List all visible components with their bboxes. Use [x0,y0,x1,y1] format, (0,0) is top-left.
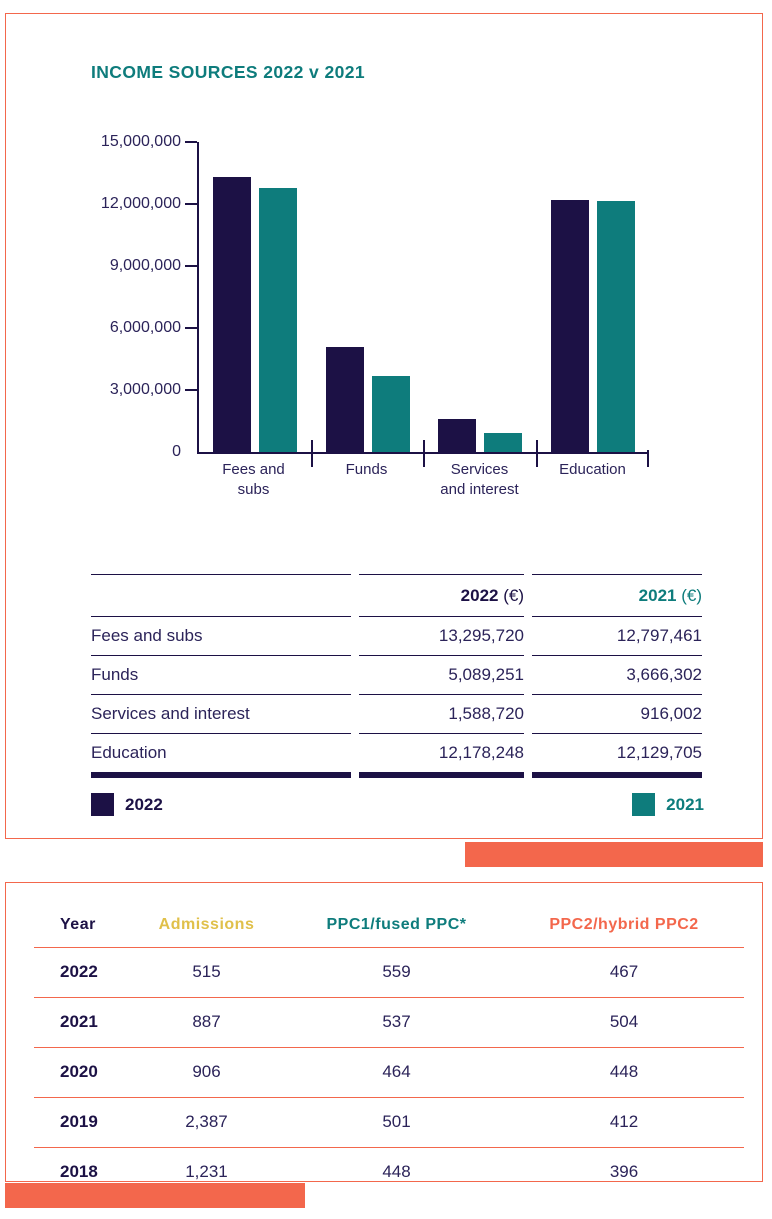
admissions-count: 887 [124,997,289,1048]
admissions-row-2020: 2020 906 464 448 [34,1047,744,1098]
y-axis-tick-mark [185,389,197,391]
y-tick-label-15-000-000: 15,000,000 [100,133,181,150]
ppc1-count: 537 [289,997,504,1048]
legend-swatch-2022 [91,793,114,816]
ppc1-count: 559 [289,947,504,998]
bar-2021-education [596,201,635,452]
income-sources-panel: INCOME SOURCES 2022 v 2021 15,000,000 12,… [5,13,763,839]
ppc1-count: 448 [382,1162,411,1181]
admissions-panel: Year Admissions PPC1/fused PPC* PPC2/hybrid… [5,882,763,1182]
x-axis-labels: Fees and subs Funds Services and interest E… [197,460,649,499]
bar-2022-fees-and-subs [213,177,252,452]
bar-group-fees-and-subs [199,142,312,452]
ppc1-count: 464 [289,1047,504,1098]
legend-label-2021: 2021 [666,794,704,814]
admissions-header-year: Year [34,883,124,948]
income-row-label: Services and interest [91,695,351,734]
income-value-2021: 916,002 [532,695,702,734]
admissions-year: 2018 [60,1162,98,1181]
admissions-table-header-row: Year Admissions PPC1/fused PPC* PPC2/hybrid… [34,883,744,948]
chart-title: INCOME SOURCES 2022 v 2021 [91,62,365,82]
ppc2-count: 467 [504,947,744,998]
income-value-2021: 3,666,302 [532,656,702,695]
ppc2-count: 504 [504,997,744,1048]
legend-item-2021: 2021 [632,793,704,816]
bar-2022-education [550,200,589,452]
admissions-row-2018: 2018 1,231 448 396 [34,1147,744,1197]
income-table-header-2022: 2022 (€) [359,574,524,617]
category-separator [535,440,538,467]
admissions-year: 2020 [34,1047,124,1098]
income-row-fees-and-subs: Fees and subs 13,295,720 12,797,461 [91,617,702,656]
income-row-label: Funds [91,656,351,695]
y-axis-tick-mark [185,141,197,143]
category-separator [310,440,313,467]
admissions-header-ppc2-hybrid-ppc2: PPC2/hybrid PPC2 [504,883,744,948]
income-row-label: Education [91,734,351,778]
category-separator [423,440,425,467]
bar-2022-services-and-interest [438,419,477,452]
income-row-funds: Funds 5,089,251 3,666,302 [91,656,702,695]
admissions-year: 2021 [34,997,124,1048]
admissions-header-ppc1-fused-ppc: PPC1/fused PPC* [289,883,504,948]
plot-area [185,141,650,467]
y-tick-label-12-000-000: 12,000,000 [100,195,181,212]
ppc2-count: 396 [609,1162,639,1181]
axis-end-tick [647,450,649,467]
y-tick-label-9-000-000: 9,000,000 [109,257,181,274]
income-row-education: Education 12,178,248 12,129,705 [91,734,702,778]
admissions-year: 2022 [34,947,124,998]
income-table-header-empty [91,574,351,617]
bar-2022-funds [325,347,364,452]
x-axis-label-fees-and-subs: Fees and subs [222,461,285,498]
y-tick-label-3-000-000: 3,000,000 [109,381,181,398]
admissions-year: 2019 [34,1097,124,1148]
bar-group-education [537,142,650,452]
legend-item-2022: 2022 [91,793,163,816]
bar-2021-services-and-interest [484,433,523,452]
income-value-2021: 12,129,705 [532,734,702,778]
income-value-2022: 5,089,251 [359,656,524,695]
bar-group-funds [312,142,425,452]
income-value-2022: 13,295,720 [359,617,524,656]
x-axis-label-education: Education [559,461,626,478]
chart-legend: 2022 2021 [91,793,704,816]
income-table: 2022 (€) 2021 (€) Fees and subs 13,295,72… [83,574,710,778]
bar-2021-fees-and-subs [259,188,298,452]
admissions-row-2021: 2021 887 537 504 [34,997,744,1048]
income-row-label: Fees and subs [91,617,351,656]
bar-2021-funds [371,376,410,452]
legend-swatch-2021 [632,793,656,816]
ppc2-count: 412 [504,1097,744,1148]
income-value-2022: 12,178,248 [359,734,524,778]
x-axis-label-funds: Funds [345,461,388,478]
income-row-services-and-interest: Services and interest 1,588,720 916,002 [91,695,702,734]
y-tick-label-6-000-000: 6,000,000 [109,319,181,336]
x-axis-label-services-and-interest: Services and interest [440,461,519,498]
admissions-row-2022: 2022 515 559 467 [34,947,744,998]
legend-label-2022: 2022 [125,794,163,814]
accent-band-bottom-left [5,1183,305,1208]
admissions-count: 906 [124,1047,289,1098]
ppc1-count: 501 [289,1097,504,1148]
admissions-row-2019: 2019 2,387 501 412 [34,1097,744,1148]
admissions-table: Year Admissions PPC1/fused PPC* PPC2/hybrid… [34,883,744,1197]
y-tick-label-0: 0 [172,443,181,460]
y-axis-tick-mark [185,327,197,329]
admissions-count: 515 [124,947,289,998]
admissions-count: 2,387 [124,1097,289,1148]
admissions-count: 1,231 [185,1162,228,1181]
income-table-header-2021: 2021 (€) [532,574,702,617]
ppc2-count: 448 [504,1047,744,1098]
income-table-header-row: 2022 (€) 2021 (€) [91,574,702,617]
income-value-2021: 12,797,461 [532,617,702,656]
income-value-2022: 1,588,720 [359,695,524,734]
bar-group-services-and-interest [424,142,537,452]
admissions-header-admissions: Admissions [124,883,289,948]
accent-band-top-right [465,842,763,867]
y-axis-tick-mark [185,203,197,205]
y-axis-tick-mark [185,265,197,267]
